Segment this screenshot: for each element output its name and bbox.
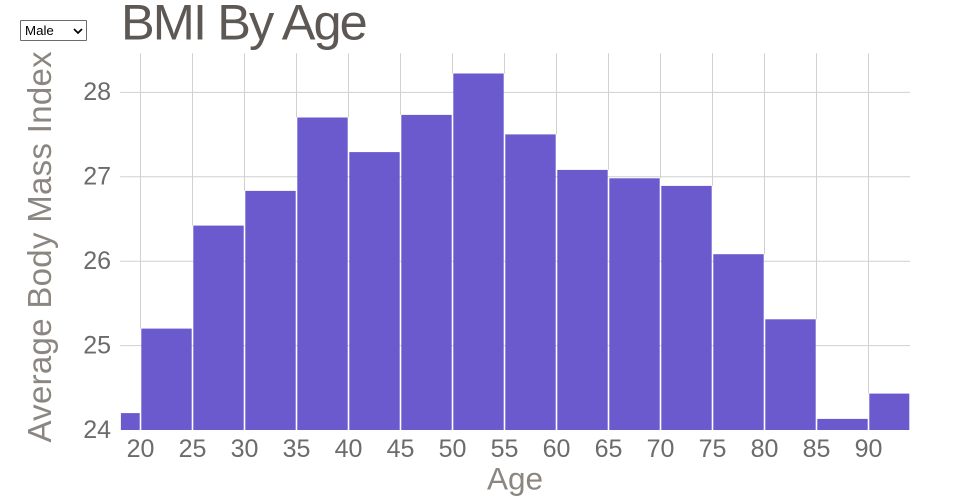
- svg-text:20: 20: [127, 435, 155, 463]
- svg-text:28: 28: [83, 78, 111, 106]
- svg-text:65: 65: [595, 435, 623, 463]
- svg-text:BMI By Age: BMI By Age: [121, 0, 366, 51]
- svg-text:45: 45: [387, 435, 415, 463]
- svg-text:30: 30: [231, 435, 259, 463]
- svg-text:90: 90: [855, 435, 883, 463]
- svg-text:27: 27: [83, 163, 111, 191]
- svg-text:85: 85: [803, 435, 831, 463]
- svg-text:75: 75: [699, 435, 727, 463]
- svg-text:25: 25: [83, 331, 111, 359]
- svg-text:80: 80: [751, 435, 779, 463]
- svg-text:26: 26: [83, 247, 111, 275]
- svg-text:35: 35: [283, 435, 311, 463]
- svg-text:70: 70: [647, 435, 675, 463]
- svg-text:40: 40: [335, 435, 363, 463]
- svg-text:50: 50: [439, 435, 467, 463]
- svg-text:55: 55: [491, 435, 519, 463]
- svg-text:24: 24: [83, 416, 111, 444]
- svg-text:60: 60: [543, 435, 571, 463]
- svg-text:Age: Age: [487, 461, 543, 497]
- svg-text:Average Body Mass Index: Average Body Mass Index: [21, 51, 58, 443]
- svg-text:25: 25: [179, 435, 207, 463]
